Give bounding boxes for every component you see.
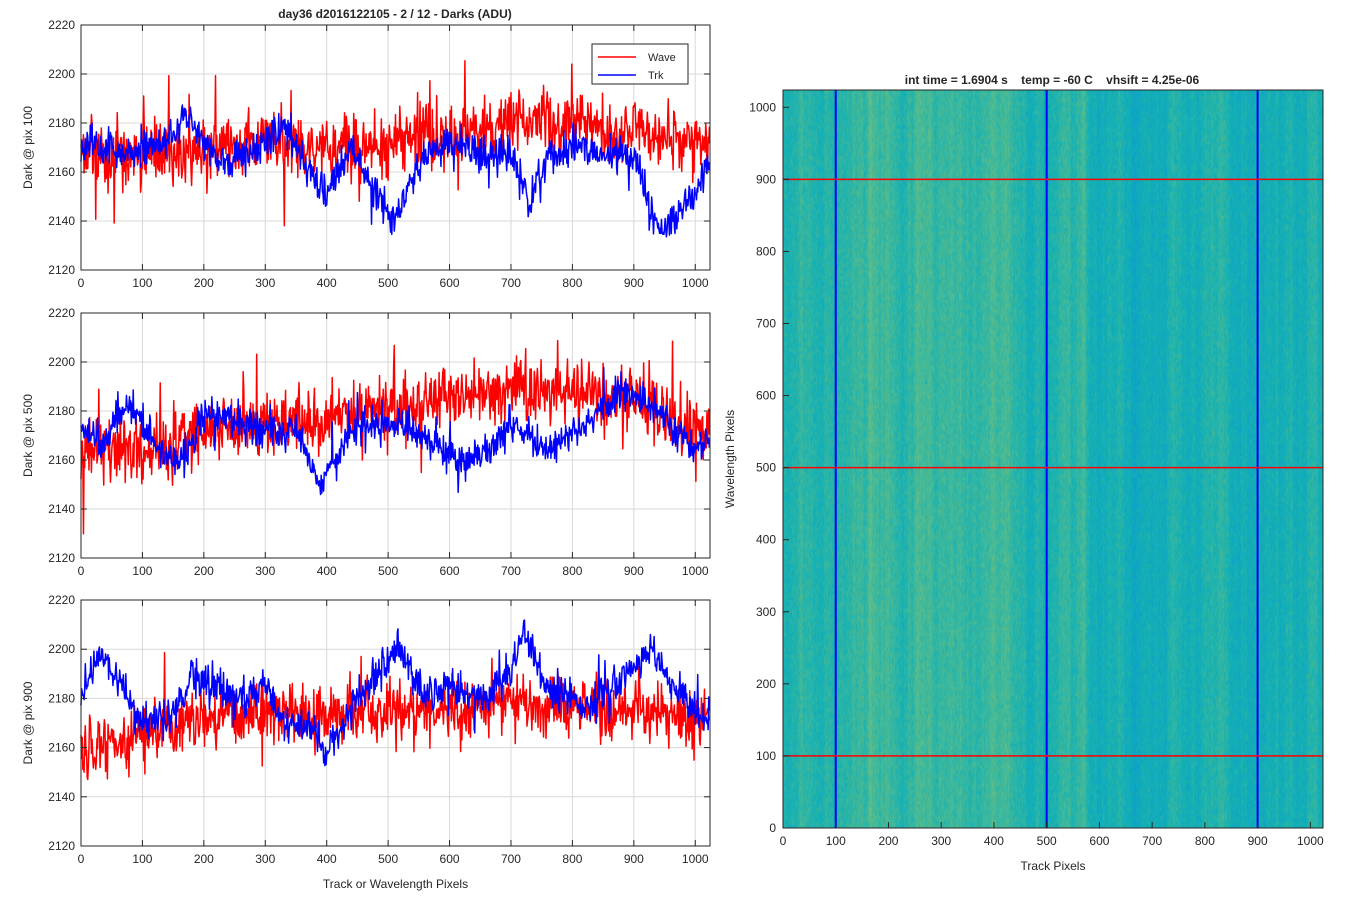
x-tick-label: 400 (317, 564, 337, 578)
x-tick-label: 1000 (682, 852, 709, 866)
y-tick-label: 800 (756, 244, 776, 258)
x-tick-label: 1000 (682, 276, 709, 290)
x-tick-label: 200 (194, 852, 214, 866)
axes-frame (80, 24, 711, 271)
x-tick-label: 0 (78, 564, 85, 578)
series-trk-line (80, 104, 711, 238)
y-tick-label: 900 (756, 172, 776, 186)
y-tick-label: 2200 (48, 67, 75, 81)
y-tick-label: 2120 (48, 263, 75, 277)
x-tick-label: 600 (440, 564, 460, 578)
x-tick-label: 400 (317, 276, 337, 290)
y-tick-label: 600 (756, 389, 776, 403)
x-tick-label: 200 (878, 834, 898, 848)
x-tick-label: 300 (255, 276, 275, 290)
series-wave-line (80, 651, 711, 781)
heatmap-image (783, 90, 1323, 828)
legend-box (591, 43, 689, 85)
x-tick-label: 100 (132, 564, 152, 578)
x-tick-label: 900 (624, 564, 644, 578)
heatmap-title: int time = 1.6904 s temp = -60 C vhsift … (905, 73, 1200, 87)
x-tick-label: 700 (1142, 834, 1162, 848)
x-tick-label: 400 (984, 834, 1004, 848)
x-tick-label: 0 (78, 852, 85, 866)
legend: Wave Trk (591, 43, 689, 85)
x-tick-label: 1000 (1297, 834, 1324, 848)
y-tick-label: 2120 (48, 839, 75, 853)
x-tick-label: 300 (931, 834, 951, 848)
x-tick-label: 600 (1089, 834, 1109, 848)
y-tick-label: 2120 (48, 551, 75, 565)
axes-frame (80, 312, 711, 559)
y-tick-label: 300 (756, 605, 776, 619)
x-tick-label: 500 (378, 852, 398, 866)
x-axis-label: Track or Wavelength Pixels (323, 877, 468, 891)
x-axis-label: Track Pixels (1021, 859, 1086, 873)
y-tick-label: 2160 (48, 165, 75, 179)
y-axis-label: Wavelength Pixels (723, 410, 737, 508)
x-tick-label: 200 (194, 564, 214, 578)
x-tick-label: 900 (624, 852, 644, 866)
heatmap-dark-frame: 0 100 200 300 400 500 600 700 800 900 1000 0 100 200 3… (723, 89, 1324, 873)
x-tick-label: 800 (1195, 834, 1215, 848)
x-tick-label: 400 (317, 852, 337, 866)
x-tick-label: 500 (378, 564, 398, 578)
y-tick-label: 500 (756, 461, 776, 475)
y-tick-label: 2140 (48, 502, 75, 516)
x-tick-label: 100 (132, 852, 152, 866)
x-tick-label: 0 (78, 276, 85, 290)
x-tick-label: 0 (780, 834, 787, 848)
y-tick-label: 2180 (48, 404, 75, 418)
y-tick-label: 2200 (48, 355, 75, 369)
y-tick-label: 2140 (48, 214, 75, 228)
x-tick-label: 700 (501, 276, 521, 290)
axes-frame (80, 599, 711, 847)
series-trk-line (80, 366, 711, 496)
y-tick-label: 2220 (48, 593, 75, 607)
plot-dark-pix-900: 0 100 200 300 400 500 600 700 800 900 1000 2120 2140… (21, 593, 711, 891)
y-axis-label: Dark @ pix 500 (21, 394, 35, 477)
x-tick-label: 600 (440, 276, 460, 290)
y-tick-label: 0 (769, 821, 776, 835)
legend-trk-label: Trk (648, 70, 664, 82)
y-tick-label: 2200 (48, 642, 75, 656)
x-tick-label: 300 (255, 564, 275, 578)
y-tick-label: 2180 (48, 116, 75, 130)
x-tick-label: 700 (501, 852, 521, 866)
y-axis-label: Dark @ pix 900 (21, 681, 35, 764)
y-tick-label: 2160 (48, 741, 75, 755)
y-tick-label: 400 (756, 533, 776, 547)
x-tick-label: 900 (1248, 834, 1268, 848)
x-tick-label: 800 (562, 564, 582, 578)
series-wave-line (80, 60, 711, 227)
x-tick-label: 800 (562, 276, 582, 290)
y-tick-label: 200 (756, 677, 776, 691)
y-tick-label: 2160 (48, 453, 75, 467)
figure-title: day36 d2016122105 - 2 / 12 - Darks (ADU) (278, 7, 511, 21)
x-tick-label: 500 (378, 276, 398, 290)
y-tick-label: 2140 (48, 790, 75, 804)
x-tick-label: 100 (132, 276, 152, 290)
y-tick-label: 700 (756, 317, 776, 331)
plot-dark-pix-500: 0 100 200 300 400 500 600 700 800 900 1000 2120 2140… (21, 306, 711, 578)
y-tick-label: 2180 (48, 691, 75, 705)
x-tick-label: 100 (826, 834, 846, 848)
series-trk-line (80, 619, 711, 767)
x-tick-label: 500 (1037, 834, 1057, 848)
x-tick-label: 200 (194, 276, 214, 290)
x-tick-label: 600 (440, 852, 460, 866)
y-tick-label: 1000 (749, 100, 776, 114)
x-tick-label: 900 (624, 276, 644, 290)
x-tick-label: 700 (501, 564, 521, 578)
y-tick-label: 2220 (48, 306, 75, 320)
legend-wave-label: Wave (648, 52, 676, 64)
x-tick-label: 800 (562, 852, 582, 866)
x-tick-label: 300 (255, 852, 275, 866)
y-tick-label: 2220 (48, 18, 75, 32)
y-tick-label: 100 (756, 749, 776, 763)
x-tick-label: 1000 (682, 564, 709, 578)
y-axis-label: Dark @ pix 100 (21, 106, 35, 189)
heatmap-frame (782, 89, 1324, 829)
